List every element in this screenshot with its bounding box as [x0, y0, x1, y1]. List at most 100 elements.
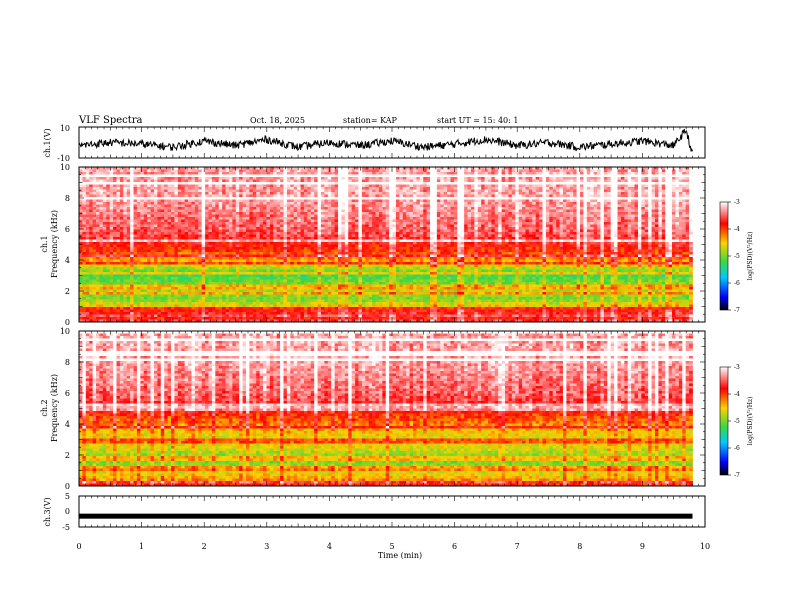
- ch1-spec-cell: [590, 182, 594, 185]
- ch1-spec-cell: [512, 210, 516, 213]
- ch1-spec-cell: [168, 212, 172, 215]
- ch1-spec-cell: [352, 202, 356, 205]
- ch1-spec-cell: [154, 227, 158, 230]
- ch1-spec-cell: [246, 210, 250, 213]
- ch1-spec-cell: [508, 207, 512, 210]
- ch1-spec-cell: [440, 195, 444, 198]
- ch1-spec-cell: [362, 225, 366, 228]
- ch1-spec-cell: [341, 220, 345, 223]
- ch1-spec-cell: [406, 215, 410, 218]
- ch1-spec-cell: [209, 170, 213, 173]
- ch1-spec-cell: [209, 190, 213, 193]
- ch1-spec-cell: [222, 170, 226, 173]
- ch1-spec-cell: [365, 200, 369, 203]
- ch1-spec-cell: [212, 227, 216, 230]
- ch1-spec-cell: [191, 217, 195, 220]
- ch1-spec-cell: [451, 195, 455, 198]
- ch1-spec-cell: [331, 192, 335, 195]
- ch1-spec-cell: [134, 205, 138, 208]
- ch1-spec-cell: [219, 217, 223, 220]
- ch1-spec-cell: [522, 227, 526, 230]
- ch1-spec-cell: [532, 197, 536, 200]
- ch1-spec-cell: [573, 190, 577, 193]
- ch1-spec-cell: [669, 210, 673, 213]
- ch1-spec-cell: [280, 185, 284, 188]
- ch1-spec-cell: [379, 220, 383, 223]
- ch1-spec-cell: [560, 185, 564, 188]
- ch1-spec-cell: [253, 180, 257, 183]
- ch1-spec-cell: [372, 222, 376, 225]
- ch1-spec-cell: [682, 207, 686, 210]
- ch1-spec-cell: [505, 200, 509, 203]
- ch1-spec-cell: [689, 195, 693, 198]
- ch1-spec-cell: [669, 222, 673, 225]
- ch1-spec-cell: [495, 192, 499, 195]
- ch1-spec-cell: [583, 212, 587, 215]
- ch1-spec-cell: [249, 190, 253, 193]
- ch1-spec-cell: [266, 175, 270, 178]
- ch1-spec-cell: [638, 195, 642, 198]
- ch1-spec-cell: [86, 200, 90, 203]
- ch1-spec-cell: [106, 177, 110, 180]
- ch1-spec-cell: [556, 210, 560, 213]
- ch1-spec-cell: [239, 187, 243, 190]
- ch1-spec-cell: [273, 182, 277, 185]
- ch1-spec-cell: [263, 202, 267, 205]
- ch1-spec-cell: [174, 170, 178, 173]
- ch1-spec-cell: [181, 222, 185, 225]
- ch1-spec-cell: [481, 210, 485, 213]
- ch1-spec-cell: [556, 172, 560, 175]
- ch1-spec-cell: [212, 197, 216, 200]
- ch1-spec-cell: [202, 217, 206, 220]
- ch1-spec-cell: [420, 202, 424, 205]
- ch1-spec-cell: [130, 227, 134, 230]
- ch1-spec-cell: [577, 220, 581, 223]
- ch1-spec-cell: [539, 187, 543, 190]
- ch1-spec-cell: [515, 222, 519, 225]
- ch1-spec-cell: [205, 215, 209, 218]
- ch1-spec-cell: [474, 215, 478, 218]
- ch1-spec-cell: [239, 197, 243, 200]
- ch1-spec-cell: [236, 187, 240, 190]
- ch1-spec-cell: [222, 192, 226, 195]
- ch1-spec-cell: [198, 187, 202, 190]
- ch1-spec-cell: [205, 197, 209, 200]
- ch1-spec-cell: [294, 222, 298, 225]
- ch1-spec-cell: [188, 180, 192, 183]
- ch1-spec-cell: [508, 177, 512, 180]
- ch1-spec-cell: [191, 207, 195, 210]
- ch1-spec-cell: [164, 210, 168, 213]
- ch1-spec-cell: [522, 207, 526, 210]
- ch1-spec-cell: [209, 227, 213, 230]
- ch1-spec-cell: [324, 210, 328, 213]
- ch1-spec-cell: [198, 172, 202, 175]
- ch1-spec-cell: [376, 170, 380, 173]
- ch1-spec-cell: [461, 210, 465, 213]
- ch1-spec-cell: [655, 185, 659, 188]
- ch1-spec-cell: [79, 222, 83, 225]
- ch1-spec-cell: [451, 182, 455, 185]
- ch1-spec-cell: [277, 190, 281, 193]
- ch1-spec-cell: [658, 192, 662, 195]
- ch1-spec-cell: [403, 220, 407, 223]
- ch1-spec-cell: [335, 187, 339, 190]
- ch1-spec-cell: [232, 182, 236, 185]
- ch1-spec-cell: [191, 180, 195, 183]
- ch1-spec-cell: [386, 207, 390, 210]
- ch1-spec-cell: [433, 212, 437, 215]
- ch1-spec-cell: [628, 177, 632, 180]
- ch1-spec-cell: [563, 225, 567, 228]
- ch1-spec-cell: [178, 192, 182, 195]
- ch1-spec-cell: [154, 195, 158, 198]
- ch1-spec-cell: [341, 200, 345, 203]
- ch1-spec-cell: [485, 172, 489, 175]
- ch1-spec-cell: [577, 217, 581, 220]
- ch1-spec-cell: [393, 185, 397, 188]
- ch1-spec-cell: [304, 200, 308, 203]
- ch1-spec-cell: [549, 217, 553, 220]
- ch1-spec-cell: [243, 202, 247, 205]
- ch1-spec-cell: [178, 232, 182, 235]
- ch1-spec-cell: [103, 232, 107, 235]
- ch1-spec-cell: [488, 190, 492, 193]
- ch1-spec-cell: [396, 205, 400, 208]
